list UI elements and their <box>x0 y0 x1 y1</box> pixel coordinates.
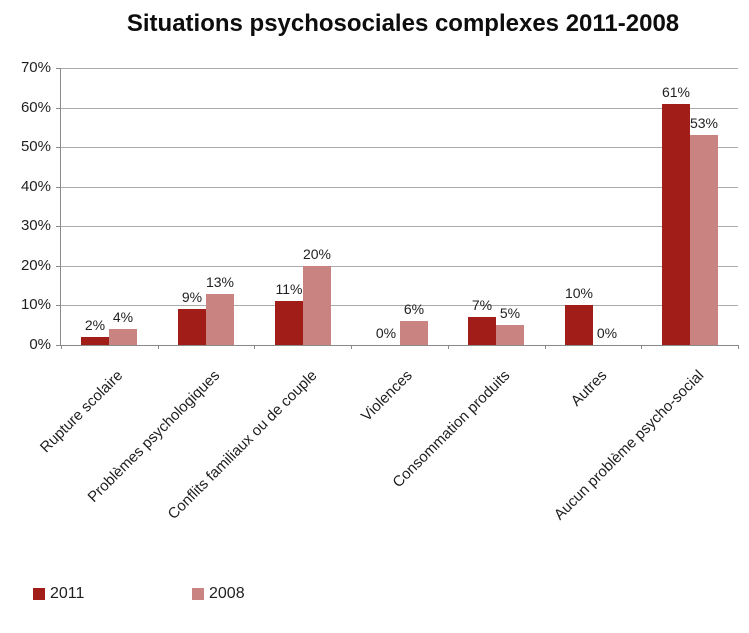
bar-2008-1 <box>206 294 234 345</box>
y-axis-tick <box>56 305 60 306</box>
bar-value-label: 4% <box>112 309 134 325</box>
bar-2008-3 <box>400 321 428 345</box>
x-axis-labels: Rupture scolaire Problèmes psychologiques… <box>37 345 737 555</box>
gridline <box>61 108 738 109</box>
x-axis-tick <box>545 345 546 349</box>
bar-value-label: 0% <box>596 325 618 341</box>
bar-2011-4 <box>468 317 496 345</box>
bar-2011-1 <box>178 309 206 345</box>
legend-swatch-icon <box>33 588 45 600</box>
gridline <box>61 266 738 267</box>
y-axis-tick <box>56 147 60 148</box>
bar-value-label: 10% <box>564 285 594 301</box>
y-axis-label: 60% <box>20 99 51 116</box>
bar-2008-4 <box>496 325 524 345</box>
bar-2011-5 <box>565 305 593 345</box>
legend-label: 2008 <box>209 585 245 602</box>
bar-2011-0 <box>81 337 109 345</box>
bar-value-label: 61% <box>661 84 691 100</box>
gridline <box>61 147 738 148</box>
y-axis-tick <box>56 108 60 109</box>
bar-value-label: 9% <box>181 289 203 305</box>
bar-2008-6 <box>690 135 718 345</box>
y-axis-label: 50% <box>20 138 51 155</box>
bar-value-label: 13% <box>205 274 235 290</box>
gridline <box>61 226 738 227</box>
y-axis-label: 30% <box>20 217 51 234</box>
bar-2008-0 <box>109 329 137 345</box>
y-axis-tick <box>56 187 60 188</box>
bar-value-label: 2% <box>84 317 106 333</box>
y-axis-tick <box>56 266 60 267</box>
bar-value-label: 7% <box>471 297 493 313</box>
x-axis-tick <box>158 345 159 349</box>
x-axis-tick <box>351 345 352 349</box>
legend-item-2008: 2008 <box>192 585 245 603</box>
y-axis-label: 10% <box>20 296 51 313</box>
bar-value-label: 53% <box>689 115 719 131</box>
bar-value-label: 5% <box>499 305 521 321</box>
legend-item-2011: 2011 <box>33 585 84 603</box>
bar-value-label: 6% <box>403 301 425 317</box>
bar-2008-2 <box>303 266 331 345</box>
x-axis-label: Autres <box>567 367 611 410</box>
bar-value-label: 20% <box>302 246 332 262</box>
y-axis-label: 40% <box>20 178 51 195</box>
x-axis-tick <box>738 345 739 349</box>
bar-2011-2 <box>275 301 303 345</box>
legend: 2011 2008 <box>0 585 749 605</box>
y-axis-tick <box>56 68 60 69</box>
y-axis-label: 20% <box>20 257 51 274</box>
gridline <box>61 68 738 69</box>
bar-value-label: 11% <box>275 281 303 297</box>
x-axis-label: Violences <box>358 367 417 425</box>
y-axis-label: 0% <box>29 336 51 353</box>
x-axis-tick <box>254 345 255 349</box>
bar-2011-6 <box>662 104 690 345</box>
x-axis-tick <box>448 345 449 349</box>
x-axis-label: Rupture scolaire <box>36 367 127 457</box>
y-axis-label: 70% <box>20 59 51 76</box>
x-axis-tick <box>61 345 62 349</box>
plot-area: 2% 9% 11% 0% 7% 10% 61% 4% 13% 20% 6% 5% 0% 53% <box>56 68 739 349</box>
chart-title: Situations psychosociales complexes 2011… <box>126 10 680 37</box>
y-axis-tick <box>56 345 60 346</box>
gridline <box>61 187 738 188</box>
bar-value-label: 0% <box>375 325 397 341</box>
legend-label: 2011 <box>50 585 85 602</box>
gridline <box>61 305 738 306</box>
y-axis-tick <box>56 226 60 227</box>
legend-swatch-icon <box>192 588 204 600</box>
y-axis-labels: 0% 10% 20% 30% 40% 50% 60% 70% <box>0 59 51 353</box>
x-axis-tick <box>641 345 642 349</box>
